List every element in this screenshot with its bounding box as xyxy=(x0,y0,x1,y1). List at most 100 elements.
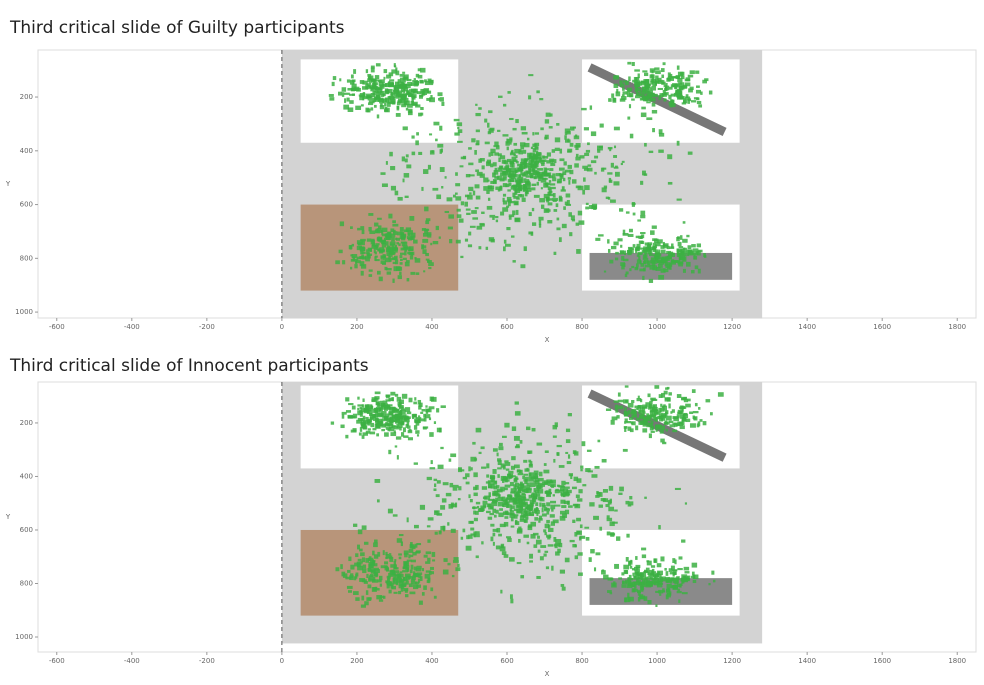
gaze-speck xyxy=(379,104,385,110)
gaze-speck xyxy=(648,150,654,154)
gaze-speck xyxy=(553,209,558,212)
gaze-speck xyxy=(481,486,488,490)
gaze-speck xyxy=(499,155,506,160)
gaze-speck xyxy=(545,168,550,171)
x-tick-label: 1800 xyxy=(948,657,966,665)
gaze-speck xyxy=(403,100,408,106)
gaze-speck xyxy=(421,592,425,596)
gaze-speck xyxy=(389,79,395,82)
gaze-speck xyxy=(438,530,442,535)
gaze-speck xyxy=(347,569,351,573)
gaze-speck xyxy=(687,250,690,254)
gaze-speck xyxy=(415,421,420,426)
gaze-speck xyxy=(536,170,539,175)
gaze-speck xyxy=(563,206,566,210)
gaze-speck xyxy=(386,101,391,107)
gaze-speck xyxy=(650,80,654,85)
gaze-speck xyxy=(357,558,362,562)
gaze-speck xyxy=(365,416,369,422)
gaze-speck xyxy=(602,498,609,503)
gaze-speck xyxy=(514,488,518,491)
gaze-speck xyxy=(507,189,511,192)
gaze-speck xyxy=(530,231,534,236)
gaze-speck xyxy=(516,185,521,189)
gaze-speck xyxy=(369,578,376,582)
gaze-speck xyxy=(527,525,533,531)
gaze-speck xyxy=(548,527,554,533)
gaze-speck xyxy=(526,187,532,192)
gaze-speck xyxy=(374,539,378,544)
gaze-speck xyxy=(637,73,640,79)
gaze-speck xyxy=(589,502,595,507)
gaze-speck xyxy=(417,68,422,72)
gaze-speck xyxy=(623,258,629,262)
gaze-speck xyxy=(642,70,648,73)
gaze-speck xyxy=(573,135,580,140)
gaze-speck xyxy=(356,87,361,92)
gaze-speck xyxy=(421,92,428,95)
gaze-speck xyxy=(390,257,396,261)
gaze-speck xyxy=(678,421,682,425)
gaze-speck xyxy=(475,484,479,490)
gaze-speck xyxy=(402,582,407,587)
gaze-speck xyxy=(631,61,635,67)
gaze-speck xyxy=(509,137,513,141)
gaze-speck xyxy=(543,463,547,466)
gaze-speck xyxy=(447,226,453,230)
gaze-speck xyxy=(412,413,418,418)
gaze-speck xyxy=(428,79,434,84)
gaze-speck xyxy=(378,599,384,602)
gaze-speck xyxy=(546,534,550,538)
gaze-speck xyxy=(517,528,523,533)
gaze-speck xyxy=(696,100,702,105)
gaze-speck xyxy=(492,469,497,474)
gaze-speck xyxy=(662,405,668,411)
gaze-speck xyxy=(413,571,416,575)
gaze-speck xyxy=(537,489,544,494)
gaze-speck xyxy=(428,570,432,575)
gaze-speck xyxy=(641,554,647,559)
gaze-speck xyxy=(499,508,504,511)
gaze-speck xyxy=(414,397,417,401)
gaze-speck xyxy=(368,213,374,216)
gaze-speck xyxy=(408,246,414,251)
gaze-speck xyxy=(657,239,663,244)
gaze-speck xyxy=(660,438,665,443)
gaze-speck xyxy=(613,166,619,169)
gaze-speck xyxy=(574,555,579,560)
gaze-speck xyxy=(488,185,495,190)
gaze-speck xyxy=(378,80,382,83)
gaze-speck xyxy=(371,245,378,249)
gaze-speck xyxy=(687,250,694,255)
gaze-speck xyxy=(416,572,423,575)
gaze-speck xyxy=(690,575,695,579)
gaze-speck xyxy=(624,407,627,411)
gaze-speck xyxy=(406,517,409,523)
gaze-speck xyxy=(369,431,376,435)
gaze-speck xyxy=(513,142,518,146)
gaze-speck xyxy=(430,460,433,465)
gaze-speck xyxy=(381,243,387,248)
gaze-speck xyxy=(435,138,438,142)
gaze-speck xyxy=(672,569,677,575)
gaze-speck xyxy=(394,244,398,250)
gaze-speck xyxy=(423,417,427,422)
gaze-speck xyxy=(393,560,397,566)
gaze-speck xyxy=(652,81,657,87)
gaze-speck xyxy=(585,468,591,473)
gaze-speck xyxy=(512,171,517,175)
gaze-speck xyxy=(357,407,360,411)
gaze-speck xyxy=(494,141,499,146)
gaze-speck xyxy=(405,260,410,263)
gaze-speck xyxy=(668,403,671,409)
gaze-speck xyxy=(628,501,634,506)
gaze-speck xyxy=(486,510,491,514)
gaze-speck xyxy=(469,192,472,195)
gaze-speck xyxy=(441,101,445,106)
gaze-speck xyxy=(655,252,661,257)
gaze-speck xyxy=(564,128,571,133)
gaze-speck xyxy=(331,81,335,87)
gaze-speck xyxy=(514,148,520,154)
gaze-speck xyxy=(649,246,655,251)
gaze-speck xyxy=(704,78,709,82)
